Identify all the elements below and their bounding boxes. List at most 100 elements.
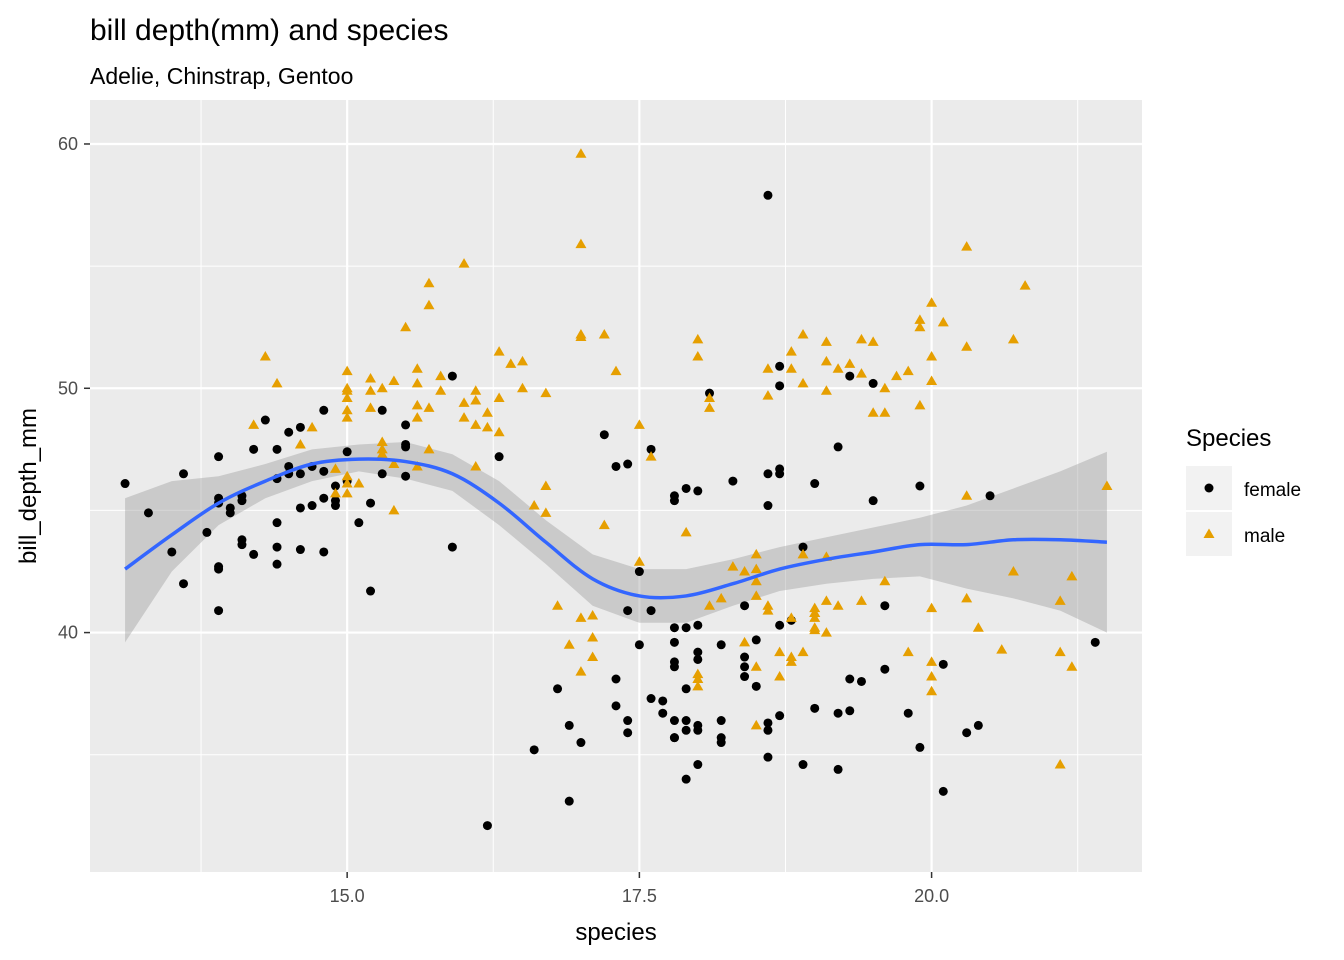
x-tick-label: 20.0 bbox=[914, 886, 949, 906]
point-male bbox=[470, 394, 482, 405]
point-female bbox=[763, 718, 773, 728]
point-male bbox=[587, 631, 599, 642]
point-female bbox=[646, 444, 656, 454]
point-male bbox=[411, 377, 423, 388]
point-female bbox=[669, 637, 679, 647]
point-female bbox=[693, 654, 703, 664]
point-male bbox=[855, 595, 867, 605]
point-male bbox=[248, 419, 260, 429]
point-male bbox=[470, 419, 482, 429]
point-male bbox=[739, 636, 751, 647]
point-female bbox=[798, 542, 808, 552]
point-male bbox=[727, 561, 739, 571]
point-female bbox=[366, 586, 376, 596]
point-female bbox=[120, 479, 130, 489]
point-male bbox=[972, 622, 984, 632]
point-female bbox=[938, 659, 948, 669]
point-female bbox=[681, 623, 691, 633]
point-male bbox=[376, 436, 388, 447]
point-female bbox=[845, 706, 855, 716]
point-male bbox=[388, 375, 400, 385]
point-female bbox=[775, 381, 785, 391]
point-male bbox=[563, 639, 575, 649]
point-female bbox=[915, 742, 925, 752]
point-male bbox=[914, 314, 926, 324]
point-male bbox=[797, 377, 809, 388]
point-male bbox=[902, 365, 914, 376]
point-male bbox=[435, 385, 447, 395]
point-male bbox=[867, 407, 879, 417]
point-female bbox=[366, 498, 376, 508]
point-male bbox=[271, 377, 283, 388]
point-female bbox=[295, 545, 305, 555]
point-female bbox=[833, 708, 843, 718]
point-female bbox=[693, 486, 703, 496]
point-male bbox=[341, 385, 353, 395]
point-female bbox=[646, 606, 656, 616]
point-female bbox=[681, 483, 691, 493]
point-female bbox=[728, 476, 738, 486]
y-tick-label: 60 bbox=[58, 134, 78, 154]
point-male bbox=[411, 399, 423, 410]
point-female bbox=[401, 420, 411, 430]
point-female bbox=[681, 725, 691, 735]
point-male bbox=[458, 397, 470, 407]
point-female bbox=[740, 672, 750, 682]
point-female bbox=[354, 518, 364, 528]
point-female bbox=[553, 684, 563, 694]
point-female bbox=[669, 733, 679, 743]
point-male bbox=[633, 556, 645, 566]
point-male bbox=[785, 346, 797, 356]
point-female bbox=[681, 716, 691, 726]
point-female bbox=[740, 601, 750, 611]
point-male bbox=[832, 600, 844, 610]
point-female bbox=[1090, 637, 1100, 647]
point-female bbox=[810, 703, 820, 713]
point-male bbox=[797, 329, 809, 339]
point-female bbox=[377, 405, 387, 415]
point-male bbox=[762, 390, 774, 400]
point-female bbox=[330, 496, 340, 506]
point-female bbox=[623, 728, 633, 738]
point-female bbox=[693, 647, 703, 657]
point-male bbox=[1007, 566, 1019, 576]
point-female bbox=[214, 564, 224, 574]
point-male bbox=[809, 602, 821, 613]
point-female bbox=[599, 430, 609, 440]
point-female bbox=[237, 540, 247, 550]
point-female bbox=[810, 479, 820, 489]
point-female bbox=[611, 701, 621, 711]
point-female bbox=[249, 444, 259, 454]
point-female bbox=[915, 481, 925, 491]
point-female bbox=[763, 752, 773, 762]
point-female bbox=[775, 620, 785, 630]
point-female bbox=[401, 471, 411, 481]
point-female bbox=[564, 720, 574, 730]
point-male bbox=[470, 385, 482, 395]
point-male bbox=[820, 385, 832, 395]
point-male bbox=[774, 646, 786, 657]
point-female bbox=[634, 640, 644, 650]
point-male bbox=[1066, 570, 1078, 581]
point-male bbox=[481, 421, 493, 432]
point-female bbox=[669, 657, 679, 667]
point-male bbox=[809, 622, 821, 632]
point-male bbox=[891, 370, 903, 381]
point-female bbox=[740, 652, 750, 662]
point-male bbox=[575, 238, 587, 249]
point-female bbox=[716, 733, 726, 743]
point-female bbox=[564, 796, 574, 806]
x-tick-label: 15.0 bbox=[330, 886, 365, 906]
point-female bbox=[669, 496, 679, 506]
point-male bbox=[750, 661, 762, 671]
chart-title: bill depth(mm) and species bbox=[90, 14, 449, 47]
chart-subtitle: Adelie, Chinstrap, Gentoo bbox=[90, 63, 353, 89]
point-female bbox=[295, 503, 305, 513]
point-male bbox=[610, 365, 622, 376]
point-male bbox=[458, 412, 470, 422]
point-male bbox=[388, 458, 400, 469]
point-male bbox=[1066, 661, 1078, 671]
point-male bbox=[365, 373, 377, 383]
point-male bbox=[680, 526, 692, 537]
point-male bbox=[762, 363, 774, 373]
